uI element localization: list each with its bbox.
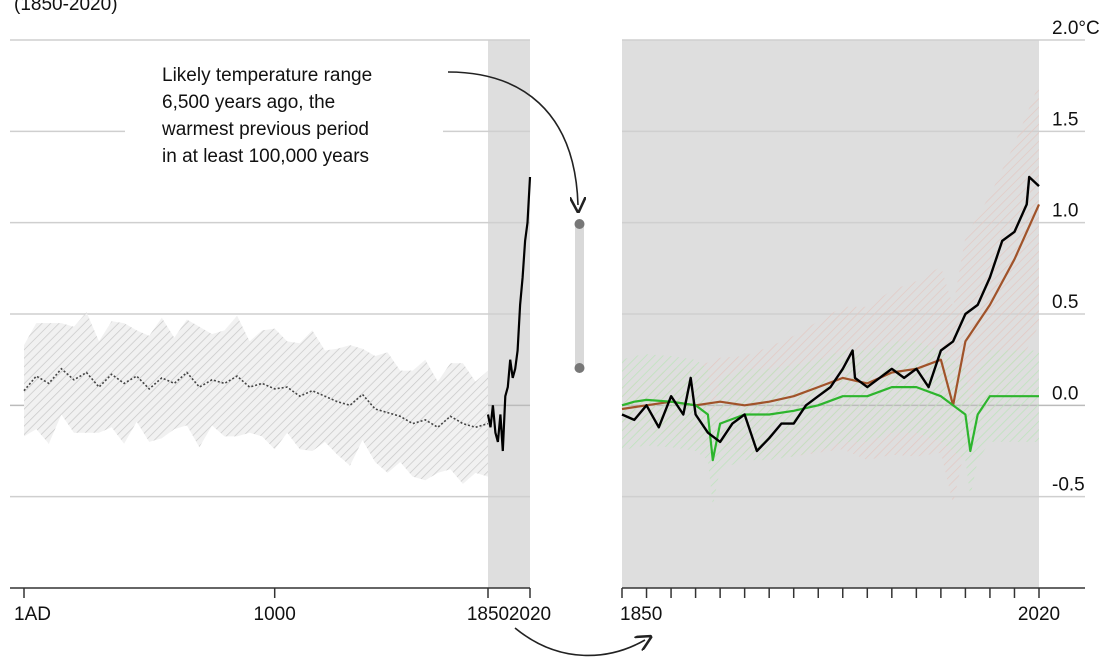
right-x-tick-label: 2020 (1018, 604, 1060, 625)
annotation-line-3: warmest previous period (161, 119, 369, 140)
right-y-tick-label: 0.5 (1052, 292, 1078, 313)
annotation-line-2: 6,500 years ago, the (162, 92, 335, 113)
right-y-tick-label: 0.0 (1052, 383, 1078, 404)
annotation-line-1: Likely temperature range (162, 65, 372, 86)
range-bar-fill (575, 224, 584, 368)
left-x-tick-label: 1AD (14, 604, 51, 625)
header-fragment: (1850-2020) (14, 0, 118, 15)
left-x-tick-label: 1000 (254, 604, 296, 625)
left-x-tick-label: 2020 (509, 604, 551, 625)
range-top-dot (575, 219, 585, 229)
annotation-line-4: in at least 100,000 years (162, 146, 369, 167)
right-y-tick-label: -0.5 (1052, 475, 1085, 496)
range-bar (575, 219, 585, 373)
left-uncertainty-band (24, 312, 488, 484)
right-y-tick-label: 1.0 (1052, 201, 1078, 222)
right-y-tick-label: 2.0°C (1052, 18, 1100, 39)
right-y-tick-label: 1.5 (1052, 109, 1078, 130)
right-panel: 1850 2020 2.0°C 1.5 1.0 0.5 0.0 -0.5 (620, 18, 1100, 625)
left-x-tick-label: 1850 (467, 604, 509, 625)
bottom-connector-arrow (515, 628, 645, 655)
range-bottom-dot (575, 363, 585, 373)
right-x-tick-label: 1850 (620, 604, 662, 625)
